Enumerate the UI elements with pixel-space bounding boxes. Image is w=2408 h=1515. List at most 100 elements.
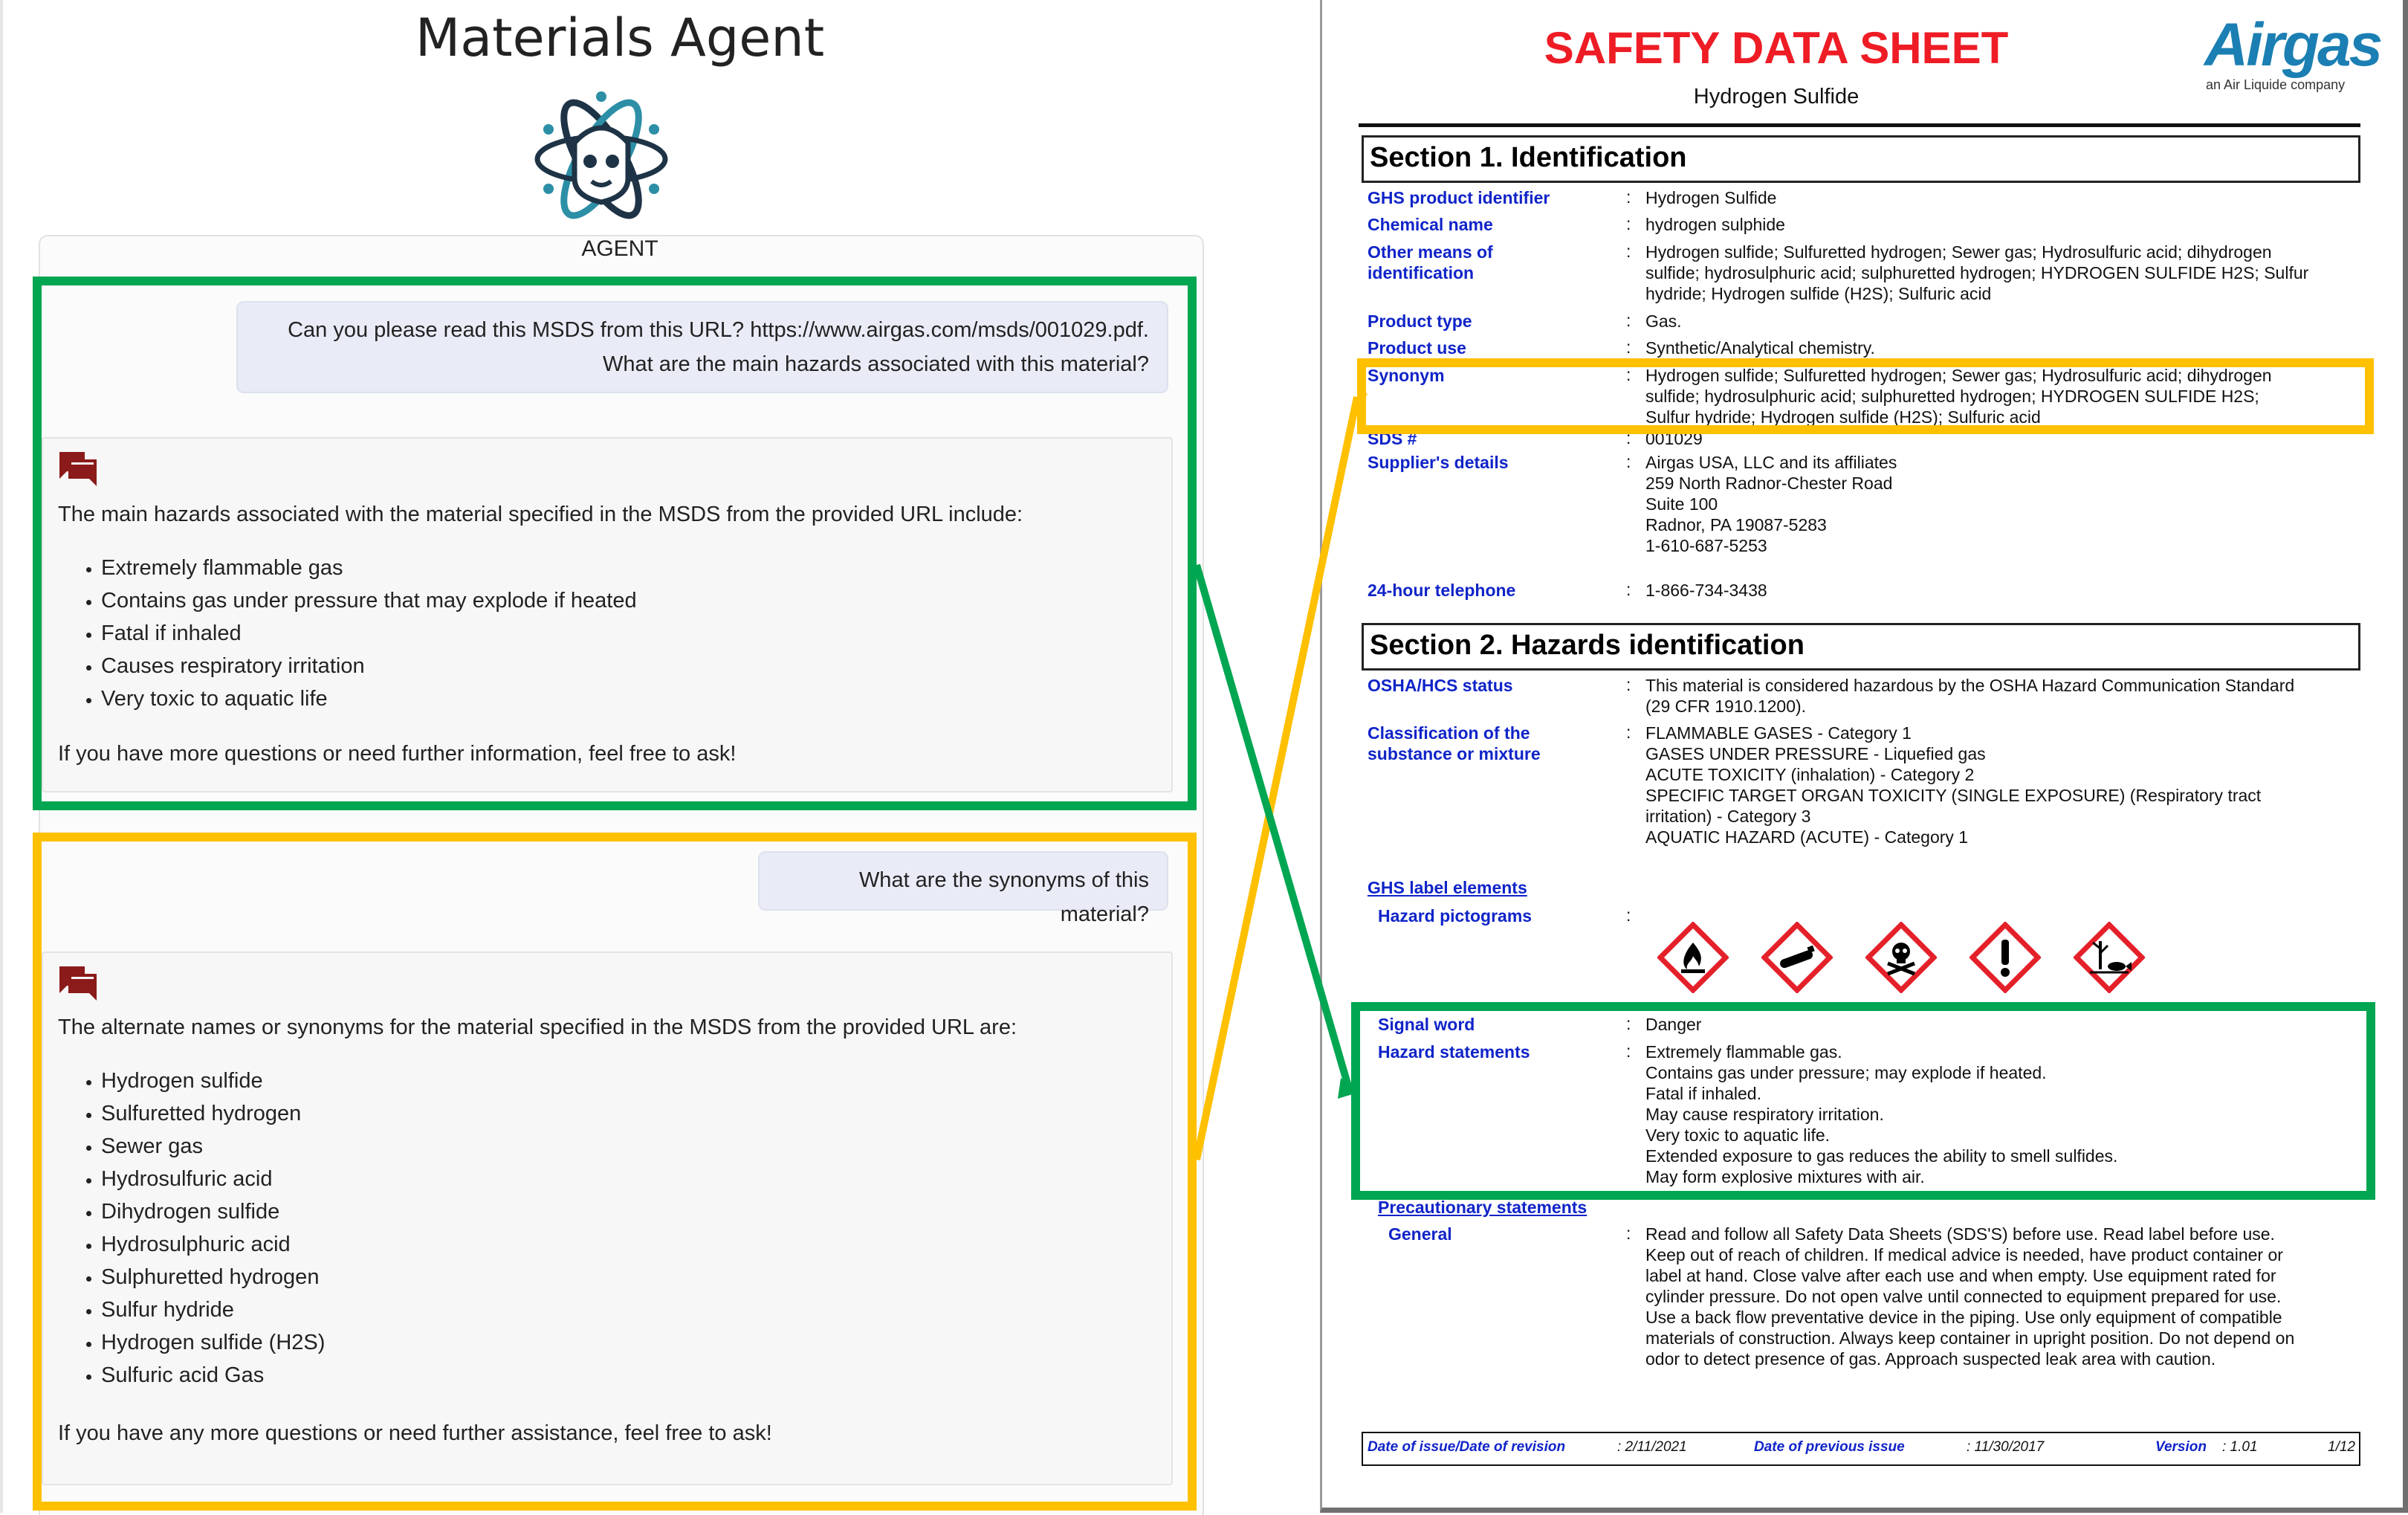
- value-line: Use a back flow preventative device in t…: [1645, 1308, 2282, 1327]
- value-line: Fatal if inhaled.: [1645, 1084, 1761, 1103]
- value-line: Very toxic to aquatic life.: [1645, 1125, 1831, 1145]
- chat-bubble-icon: [59, 452, 97, 490]
- field-value: FLAMMABLE GASES - Category 1 GASES UNDER…: [1645, 723, 2261, 847]
- response-outro: If you have any more questions or need f…: [58, 1421, 772, 1445]
- list-item: Very toxic to aquatic life: [101, 682, 637, 715]
- flame-pictogram-icon: [1657, 921, 1729, 994]
- response-intro: The alternate names or synonyms for the …: [58, 1015, 1017, 1039]
- field-label: Hazard pictograms: [1378, 906, 1532, 926]
- footer-value: : 2/11/2021: [1617, 1439, 1687, 1455]
- list-item: Hydrosulfuric acid: [101, 1163, 325, 1195]
- yellow-arrowhead-icon: [1357, 387, 1368, 407]
- agent-label: AGENT: [581, 236, 658, 261]
- field-label: 24-hour telephone: [1368, 581, 1516, 600]
- separator: :: [1626, 580, 1631, 599]
- ghs-label-elements-link[interactable]: GHS label elements: [1368, 878, 1527, 897]
- label-line: Classification of the: [1368, 723, 1530, 743]
- list-item: Contains gas under pressure that may exp…: [101, 584, 637, 617]
- field-label: Product type: [1368, 311, 1472, 331]
- precautionary-statements-link[interactable]: Precautionary statements: [1378, 1198, 1587, 1217]
- sds-document-page: [1320, 0, 2408, 1513]
- label-line: identification: [1368, 263, 1475, 282]
- value-line: Read and follow all Safety Data Sheets (…: [1645, 1224, 2275, 1244]
- value-line: AQUATIC HAZARD (ACUTE) - Category 1: [1645, 827, 1969, 847]
- green-highlight-hazards: [1351, 1002, 2375, 1200]
- sds-title: SAFETY DATA SHEET: [1544, 23, 2009, 73]
- airgas-tagline: an Air Liquide company: [2206, 77, 2346, 92]
- separator: :: [1626, 1224, 1631, 1243]
- yellow-highlight-answer: [33, 833, 1197, 1511]
- value-line: Contains gas under pressure; may explode…: [1645, 1063, 2047, 1082]
- value-line: Radnor, PA 19087-5283: [1645, 515, 1827, 534]
- field-value: 1-866-734-3438: [1645, 581, 1767, 600]
- label-line: Other means of: [1368, 242, 1493, 262]
- value-line: GASES UNDER PRESSURE - Liquefied gas: [1645, 744, 1986, 763]
- footer-value: : 11/30/2017: [1967, 1439, 2045, 1455]
- footer-value: : 1.01: [2222, 1439, 2258, 1455]
- list-item: Dihydrogen sulfide: [101, 1195, 325, 1228]
- value-line: May cause respiratory irritation.: [1645, 1105, 1884, 1124]
- field-label: Classification of the substance or mixtu…: [1368, 723, 1541, 764]
- synonym-list: Hydrogen sulfide Sulfuretted hydrogen Se…: [58, 1065, 325, 1392]
- field-label: Other means of identification: [1368, 242, 1493, 283]
- hazard-list: Extremely flammable gas Contains gas und…: [58, 552, 637, 715]
- agent-response-1: The main hazards associated with the mat…: [42, 437, 1173, 792]
- user-message-line: What are the main hazards associated wit…: [602, 352, 1149, 376]
- sds-footer: [1362, 1432, 2360, 1466]
- list-item: Sulfuretted hydrogen: [101, 1097, 325, 1130]
- value-line: Hydrogen sulfide; Sulfuretted hydrogen; …: [1645, 366, 2272, 385]
- page-number: 1/12: [2328, 1439, 2355, 1455]
- response-intro: The main hazards associated with the mat…: [58, 503, 1023, 526]
- list-item: Hydrosulphuric acid: [101, 1228, 325, 1261]
- list-item: Sulphuretted hydrogen: [101, 1261, 325, 1293]
- exclamation-pictogram-icon: [1969, 921, 2042, 994]
- gas-cylinder-pictogram-icon: [1761, 921, 1833, 994]
- field-label: GHS product identifier: [1368, 188, 1550, 207]
- agent-response-2: The alternate names or synonyms for the …: [42, 952, 1173, 1485]
- environment-pictogram-icon: [2073, 921, 2146, 994]
- chat-bubble-icon: [59, 966, 97, 1004]
- separator: :: [1626, 723, 1631, 742]
- value-line: materials of construction. Always keep c…: [1645, 1328, 2295, 1348]
- value-line: sulfide; hydrosulphuric acid; sulphurett…: [1645, 263, 2309, 282]
- separator: :: [1626, 675, 1631, 694]
- list-item: Sewer gas: [101, 1130, 325, 1163]
- value-line: ACUTE TOXICITY (inhalation) - Category 2: [1645, 765, 1975, 784]
- value-line: hydride; Hydrogen sulfide (H2S); Sulfuri…: [1645, 284, 1992, 303]
- label-line: substance or mixture: [1368, 744, 1541, 763]
- value-line: sulfide; hydrosulphuric acid; sulphurett…: [1645, 387, 2259, 406]
- value-line: (29 CFR 1910.1200).: [1645, 697, 1807, 716]
- separator: :: [1626, 905, 1631, 925]
- value-line: Hydrogen sulfide; Sulfuretted hydrogen; …: [1645, 242, 2272, 262]
- field-value: Airgas USA, LLC and its affiliates 259 N…: [1645, 452, 1897, 556]
- green-arrowhead-icon: [1338, 1078, 1357, 1099]
- value-line: label at hand. Close valve after each us…: [1645, 1266, 2276, 1285]
- separator: :: [1626, 428, 1631, 448]
- separator: :: [1626, 365, 1631, 384]
- agent-logo: [534, 91, 669, 226]
- footer-label: Date of issue/Date of revision: [1368, 1439, 1566, 1455]
- field-value: Extremely flammable gas. Contains gas un…: [1645, 1041, 2117, 1187]
- separator: :: [1626, 337, 1631, 357]
- field-value: Hydrogen sulfide; Sulfuretted hydrogen; …: [1645, 365, 2272, 427]
- separator: :: [1626, 187, 1631, 207]
- separator: :: [1626, 1014, 1631, 1033]
- value-line: May form explosive mixtures with air.: [1645, 1167, 1925, 1186]
- yellow-highlight-synonym: [1357, 358, 2374, 434]
- footer-label: Version: [2155, 1439, 2207, 1455]
- field-label: Synonym: [1368, 366, 1445, 385]
- list-item: Extremely flammable gas: [101, 552, 637, 584]
- value-line: Keep out of reach of children. If medica…: [1645, 1245, 2283, 1264]
- list-item: Hydrogen sulfide: [101, 1065, 325, 1097]
- value-line: Airgas USA, LLC and its affiliates: [1645, 453, 1897, 472]
- separator: :: [1626, 311, 1631, 330]
- airgas-logo: Airgas: [2204, 11, 2383, 79]
- left-edge: [0, 0, 3, 1513]
- field-label: Supplier's details: [1368, 453, 1509, 472]
- skull-crossbones-pictogram-icon: [1865, 921, 1938, 994]
- field-label: Hazard statements: [1378, 1042, 1530, 1062]
- separator: :: [1626, 242, 1631, 261]
- value-line: Extremely flammable gas.: [1645, 1042, 1842, 1062]
- separator: :: [1626, 214, 1631, 233]
